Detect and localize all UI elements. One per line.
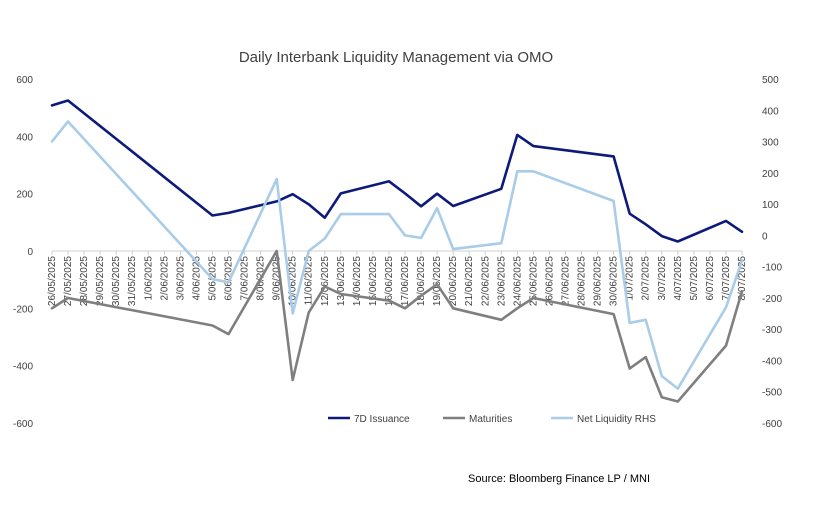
- x-tick-label: 29/06/2025: [593, 256, 604, 306]
- x-tick-label: 5/07/2025: [689, 256, 700, 301]
- x-tick-label: 22/06/2025: [480, 256, 491, 306]
- x-tick-label: 4/07/2025: [673, 256, 684, 301]
- x-tick-label: 30/05/2025: [111, 256, 122, 306]
- series-line-net-liquidity-rhs: [50, 120, 744, 390]
- x-tick-label: 25/06/2025: [528, 256, 539, 306]
- x-tick-label: 30/06/2025: [609, 256, 620, 306]
- series-line-maturities: [50, 249, 744, 403]
- x-tick-label: 8/07/2025: [737, 256, 748, 301]
- legend-label-net-liquidity-rhs: Net Liquidity RHS: [577, 414, 656, 425]
- x-tick-label: 24/06/2025: [512, 256, 523, 306]
- x-tick-label: 6/07/2025: [705, 256, 716, 301]
- x-tick-label: 15/06/2025: [368, 256, 379, 306]
- x-tick-label: 27/05/2025: [63, 256, 74, 306]
- legend: 7D Issuance Maturities Net Liquidity RHS: [328, 414, 656, 425]
- x-tick-label: 3/06/2025: [175, 256, 186, 301]
- x-tick-label: 27/06/2025: [560, 256, 571, 306]
- x-tick-label: 7/06/2025: [240, 256, 251, 301]
- series-layer: [50, 99, 744, 403]
- x-tick-label: 19/06/2025: [432, 256, 443, 306]
- right-tick-label: -400: [762, 356, 782, 367]
- x-tick-label: 28/06/2025: [577, 256, 588, 306]
- legend-label-7d-issuance: 7D Issuance: [354, 414, 410, 425]
- x-tick-label: 2/07/2025: [641, 256, 652, 301]
- x-tick-label: 7/07/2025: [721, 256, 732, 301]
- right-tick-label: -300: [762, 325, 782, 336]
- x-tick-label: 6/06/2025: [224, 256, 235, 301]
- right-tick-label: 200: [762, 169, 779, 180]
- right-tick-label: 0: [762, 231, 768, 242]
- x-tick-label: 21/06/2025: [464, 256, 475, 306]
- x-tick-label: 26/05/2025: [47, 256, 58, 306]
- x-tick-label: 16/06/2025: [384, 256, 395, 306]
- x-tick-label: 23/06/2025: [496, 256, 507, 306]
- x-tick-label: 26/06/2025: [544, 256, 555, 306]
- left-axis: 600 400 200 0 -200 -400 -600: [13, 75, 33, 430]
- x-tick-label: 20/06/2025: [448, 256, 459, 306]
- right-tick-label: -600: [762, 419, 782, 430]
- source-note: Source: Bloomberg Finance LP / MNI: [468, 473, 650, 485]
- legend-label-maturities: Maturities: [469, 414, 512, 425]
- right-tick-label: 300: [762, 138, 779, 149]
- x-tick-label: 17/06/2025: [400, 256, 411, 306]
- series-line-7d-issuance: [50, 99, 744, 243]
- x-tick-label: 13/06/2025: [336, 256, 347, 306]
- x-tick-label: 1/06/2025: [143, 256, 154, 301]
- right-tick-label: -100: [762, 263, 782, 274]
- left-tick-label: 200: [16, 190, 33, 201]
- right-tick-label: -500: [762, 388, 782, 399]
- x-tick-label: 10/06/2025: [288, 256, 299, 306]
- x-tick-label: 1/07/2025: [625, 256, 636, 301]
- left-tick-label: -400: [13, 362, 33, 373]
- right-tick-label: -200: [762, 294, 782, 305]
- x-tick-label: 28/05/2025: [79, 256, 90, 306]
- right-tick-label: 400: [762, 106, 779, 117]
- x-tick-label: 29/05/2025: [95, 256, 106, 306]
- left-tick-label: 600: [16, 75, 33, 86]
- left-tick-label: 0: [27, 247, 33, 258]
- x-tick-label: 4/06/2025: [191, 256, 202, 301]
- x-tick-label: 14/06/2025: [352, 256, 363, 306]
- x-tick-label: 3/07/2025: [657, 256, 668, 301]
- x-tick-label: 12/06/2025: [320, 256, 331, 306]
- x-tick-label: 31/05/2025: [127, 256, 138, 306]
- left-tick-label: -600: [13, 419, 33, 430]
- right-tick-label: 100: [762, 200, 779, 211]
- x-tick-label: 18/06/2025: [416, 256, 427, 306]
- left-tick-label: 400: [16, 132, 33, 143]
- x-tick-label: 11/06/2025: [304, 256, 315, 306]
- x-tick-label: 9/06/2025: [272, 256, 283, 301]
- right-axis: 500 400 300 200 100 0 -100 -200 -300 -400 -500 -600: [762, 75, 782, 430]
- chart-title: Daily Interbank Liquidity Management via…: [239, 49, 553, 66]
- x-tick-label: 2/06/2025: [159, 256, 170, 301]
- x-axis: 26/05/2025 27/05/2025 28/05/2025 29/05/2025…: [47, 250, 748, 306]
- right-tick-label: 500: [762, 75, 779, 86]
- left-tick-label: -200: [13, 304, 33, 315]
